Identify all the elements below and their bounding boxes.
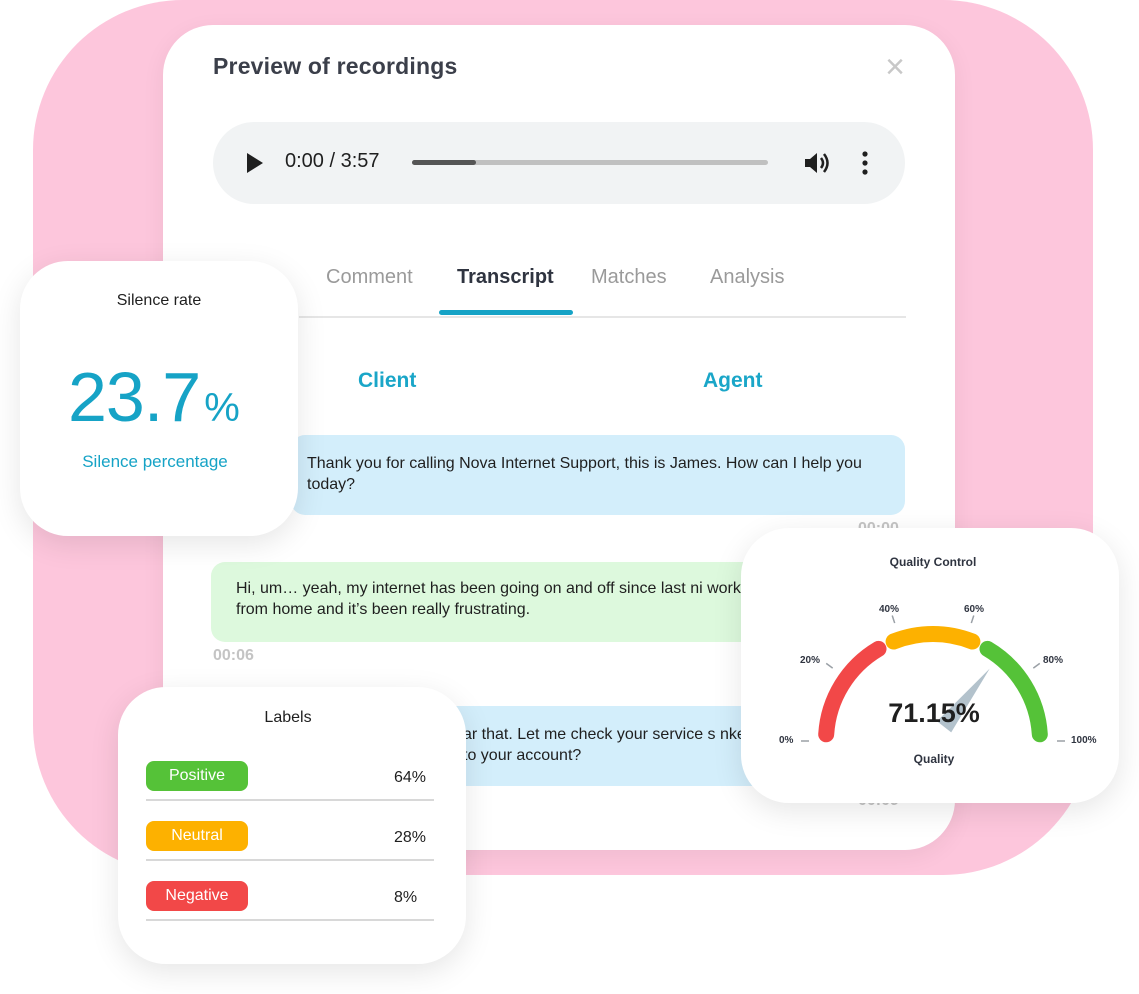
tab-matches[interactable]: Matches [591, 266, 667, 288]
recordings-panel: Preview of recordings × 0:00 / 3:57 Comm… [163, 25, 955, 850]
message-text: Thank you for calling Nova Internet Supp… [307, 455, 862, 493]
silence-unit: % [204, 386, 240, 430]
progress-fill [412, 160, 477, 165]
active-tab-indicator [439, 310, 573, 315]
tab-analysis[interactable]: Analysis [710, 266, 785, 288]
more-vertical-icon[interactable] [855, 149, 875, 177]
message-bubble: Hi, um… yeah, my internet has been going… [211, 562, 811, 642]
gauge-arc-low [818, 640, 887, 743]
silence-number: 23.7 [68, 358, 201, 436]
gauge-arc-mid [885, 625, 981, 650]
quality-title: Quality Control [889, 555, 977, 569]
silence-rate-card: Silence rate 23.7% Silence percentage [20, 261, 298, 536]
message-timestamp: 00:06 [213, 647, 254, 664]
client-header: Client [358, 369, 417, 392]
gauge-tick-label: 40% [879, 604, 900, 615]
quality-control-card: Quality Control 0% 20% 40% 60% 80% 100% … [741, 528, 1119, 803]
tab-comment[interactable]: Comment [326, 266, 413, 288]
play-icon[interactable] [243, 149, 265, 177]
label-row-negative: Negative 8% [146, 881, 434, 921]
progress-bar[interactable] [412, 160, 768, 165]
quality-value: 71.15% [888, 698, 980, 728]
gauge-tick [1032, 662, 1041, 669]
message-text: Hi, um… yeah, my internet has been going… [236, 580, 741, 618]
tab-transcript[interactable]: Transcript [457, 266, 554, 288]
silence-value: 23.7% [68, 357, 240, 437]
volume-icon[interactable] [802, 149, 832, 177]
gauge-tick-label: 0% [779, 735, 794, 746]
gauge-tick-label: 20% [800, 655, 821, 666]
label-row-positive: Positive 64% [146, 761, 434, 801]
labels-title: Labels [264, 709, 312, 726]
gauge-tick-label: 100% [1071, 735, 1097, 746]
neutral-badge: Neutral [146, 821, 248, 851]
message-bubble: Thank you for calling Nova Internet Supp… [291, 435, 905, 515]
message-text: ar that. Let me check your service s nke… [463, 726, 755, 764]
negative-badge: Negative [146, 881, 248, 911]
close-icon[interactable]: × [885, 48, 905, 86]
gauge-tick-label: 60% [964, 604, 985, 615]
gauge-tick [970, 615, 975, 624]
gauge-tick [825, 662, 834, 669]
quality-label: Quality [913, 752, 955, 766]
gauge-tick [891, 615, 896, 624]
agent-header: Agent [703, 369, 763, 392]
quality-gauge [801, 615, 1065, 743]
label-row-neutral: Neutral 28% [146, 821, 434, 861]
tab-bar: Comment Transcript Matches Analysis [299, 250, 906, 318]
gauge-arc-high [979, 640, 1048, 743]
panel-title: Preview of recordings [213, 53, 458, 79]
negative-percent: 8% [394, 889, 418, 906]
audio-player: 0:00 / 3:57 [213, 122, 905, 204]
neutral-percent: 28% [394, 829, 427, 846]
playback-time: 0:00 / 3:57 [285, 150, 380, 172]
positive-percent: 64% [394, 769, 427, 786]
positive-badge: Positive [146, 761, 248, 791]
labels-card: Labels Positive 64% Neutral 28% Negative… [118, 687, 466, 964]
gauge-tick-label: 80% [1043, 655, 1064, 666]
gauge-needle [937, 668, 990, 733]
silence-title: Silence rate [116, 292, 202, 309]
silence-subtitle: Silence percentage [82, 452, 228, 471]
